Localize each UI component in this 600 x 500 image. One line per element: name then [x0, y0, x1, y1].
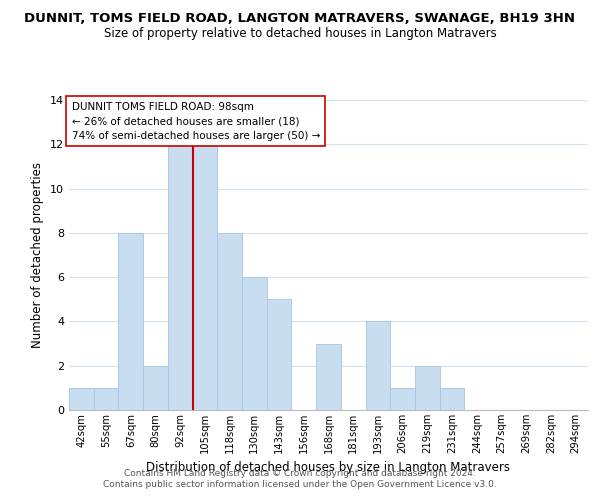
Bar — [415, 366, 440, 410]
Bar — [365, 322, 390, 410]
Text: Size of property relative to detached houses in Langton Matravers: Size of property relative to detached ho… — [104, 28, 496, 40]
Bar — [193, 144, 217, 410]
Bar — [168, 144, 193, 410]
Text: Contains public sector information licensed under the Open Government Licence v3: Contains public sector information licen… — [103, 480, 497, 489]
Text: Contains HM Land Registry data © Crown copyright and database right 2024.: Contains HM Land Registry data © Crown c… — [124, 468, 476, 477]
Text: DUNNIT TOMS FIELD ROAD: 98sqm
← 26% of detached houses are smaller (18)
74% of s: DUNNIT TOMS FIELD ROAD: 98sqm ← 26% of d… — [71, 102, 320, 141]
Bar — [217, 233, 242, 410]
Bar — [69, 388, 94, 410]
Bar — [316, 344, 341, 410]
Bar — [94, 388, 118, 410]
Bar — [390, 388, 415, 410]
Y-axis label: Number of detached properties: Number of detached properties — [31, 162, 44, 348]
Bar — [118, 233, 143, 410]
X-axis label: Distribution of detached houses by size in Langton Matravers: Distribution of detached houses by size … — [146, 462, 511, 474]
Bar — [242, 277, 267, 410]
Bar — [440, 388, 464, 410]
Text: DUNNIT, TOMS FIELD ROAD, LANGTON MATRAVERS, SWANAGE, BH19 3HN: DUNNIT, TOMS FIELD ROAD, LANGTON MATRAVE… — [25, 12, 575, 26]
Bar — [143, 366, 168, 410]
Bar — [267, 300, 292, 410]
